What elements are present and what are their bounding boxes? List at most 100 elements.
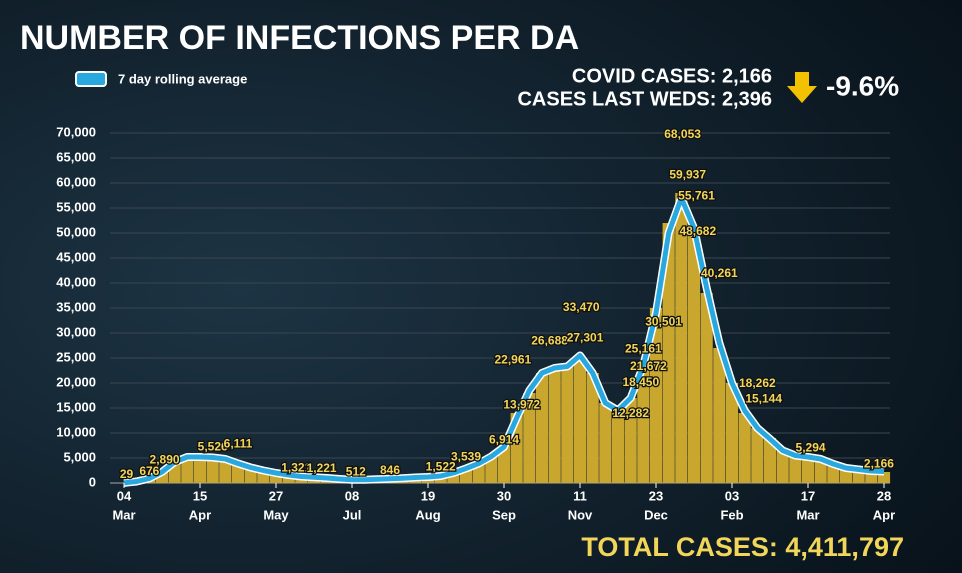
x-tick-label: 30 [497, 488, 511, 503]
data-label: 6,111 [224, 437, 253, 451]
bar [776, 450, 789, 483]
bar [738, 413, 751, 483]
data-label: 18,262 [739, 376, 776, 390]
bar [193, 458, 207, 483]
bar [662, 223, 675, 483]
data-label: 15,144 [745, 391, 782, 405]
bar [801, 456, 815, 483]
y-tick-label: 40,000 [56, 274, 96, 289]
data-label: 59,937 [669, 167, 706, 181]
data-label: 3,539 [451, 449, 481, 463]
bar [877, 472, 891, 483]
down-arrow [787, 72, 817, 103]
y-tick-label: 55,000 [56, 199, 96, 214]
data-label: 26,688 [531, 334, 568, 348]
bar [548, 368, 561, 483]
data-label: 68,053 [664, 127, 701, 141]
bar [599, 403, 612, 483]
stat-change: -9.6% [826, 70, 899, 101]
y-tick-label: 5,000 [63, 449, 96, 464]
x-tick-month: Dec [644, 507, 668, 522]
y-tick-label: 10,000 [56, 424, 96, 439]
x-tick-label: 23 [649, 488, 663, 503]
chart-title: NUMBER OF INFECTIONS PER DA [20, 19, 579, 57]
x-tick-month: May [263, 507, 289, 522]
y-tick-label: 35,000 [56, 299, 96, 314]
x-tick-label: 08 [345, 488, 359, 503]
x-tick-month: Apr [873, 507, 895, 522]
x-tick-month: Apr [189, 507, 211, 522]
data-label: 2,166 [864, 456, 894, 470]
y-tick-label: 60,000 [56, 174, 96, 189]
bar [763, 438, 777, 483]
data-label: 33,470 [563, 300, 600, 314]
y-tick-label: 65,000 [56, 149, 96, 164]
legend-swatch [75, 71, 107, 87]
bar [586, 373, 599, 483]
data-label: 512 [346, 465, 366, 479]
rolling-average-line [123, 195, 885, 486]
data-label: 5,526 [198, 440, 228, 454]
data-label: 12,282 [612, 406, 649, 420]
x-tick-label: 19 [421, 488, 435, 503]
bar [637, 363, 650, 483]
bar [751, 428, 764, 483]
y-tick-label: 25,000 [56, 349, 96, 364]
bar [561, 365, 574, 483]
bar [523, 393, 536, 483]
data-label: 29 [120, 467, 134, 481]
data-label: 2,890 [150, 453, 180, 467]
bar [269, 473, 283, 483]
data-label: 55,761 [678, 188, 715, 202]
data-label: 5,294 [796, 441, 826, 455]
bar [573, 358, 587, 483]
x-tick-label: 17 [801, 488, 815, 503]
x-tick-label: 27 [269, 488, 283, 503]
y-tick-label: 70,000 [56, 124, 96, 139]
x-tick-label: 28 [877, 488, 891, 503]
bar [535, 373, 549, 483]
legend-label: 7 day rolling average [118, 71, 247, 86]
x-tick-month: Mar [112, 507, 135, 522]
data-label: 21,672 [630, 359, 667, 373]
y-tick-label: 20,000 [56, 374, 96, 389]
data-label: 27,301 [567, 331, 604, 345]
bar [624, 398, 637, 483]
y-tick-label: 0 [89, 474, 96, 489]
data-label: 40,261 [701, 266, 738, 280]
x-tick-month: Aug [415, 507, 440, 522]
bar [611, 413, 625, 483]
bar [497, 445, 511, 483]
bar [725, 383, 739, 483]
data-label: 1,321 [281, 461, 311, 475]
x-tick-month: Feb [720, 507, 743, 522]
x-tick-month: Sep [492, 507, 516, 522]
data-label: 25,161 [625, 341, 662, 355]
data-label: 30,501 [645, 315, 682, 329]
y-tick-label: 45,000 [56, 249, 96, 264]
data-label: 676 [139, 464, 159, 478]
bar [447, 473, 460, 483]
data-label: 22,961 [495, 352, 532, 366]
x-tick-label: 04 [117, 488, 132, 503]
stat-last-weds: CASES LAST WEDS: 2,396 [517, 88, 772, 110]
data-label: 1,221 [307, 461, 337, 475]
bar [713, 348, 726, 483]
bar [649, 308, 663, 483]
y-tick-label: 50,000 [56, 224, 96, 239]
bar [700, 293, 713, 483]
y-tick-label: 30,000 [56, 324, 96, 339]
data-label: 6,914 [489, 433, 519, 447]
x-tick-month: Nov [568, 507, 593, 522]
data-label: 1,522 [426, 460, 456, 474]
x-tick-month: Jul [343, 507, 362, 522]
stat-cases: COVID CASES: 2,166 [572, 65, 772, 87]
data-label: 18,450 [622, 375, 659, 389]
bar [675, 193, 688, 483]
bar [206, 458, 219, 483]
y-tick-label: 15,000 [56, 399, 96, 414]
bar [687, 233, 701, 483]
x-tick-month: Mar [796, 507, 819, 522]
bar [789, 455, 802, 483]
